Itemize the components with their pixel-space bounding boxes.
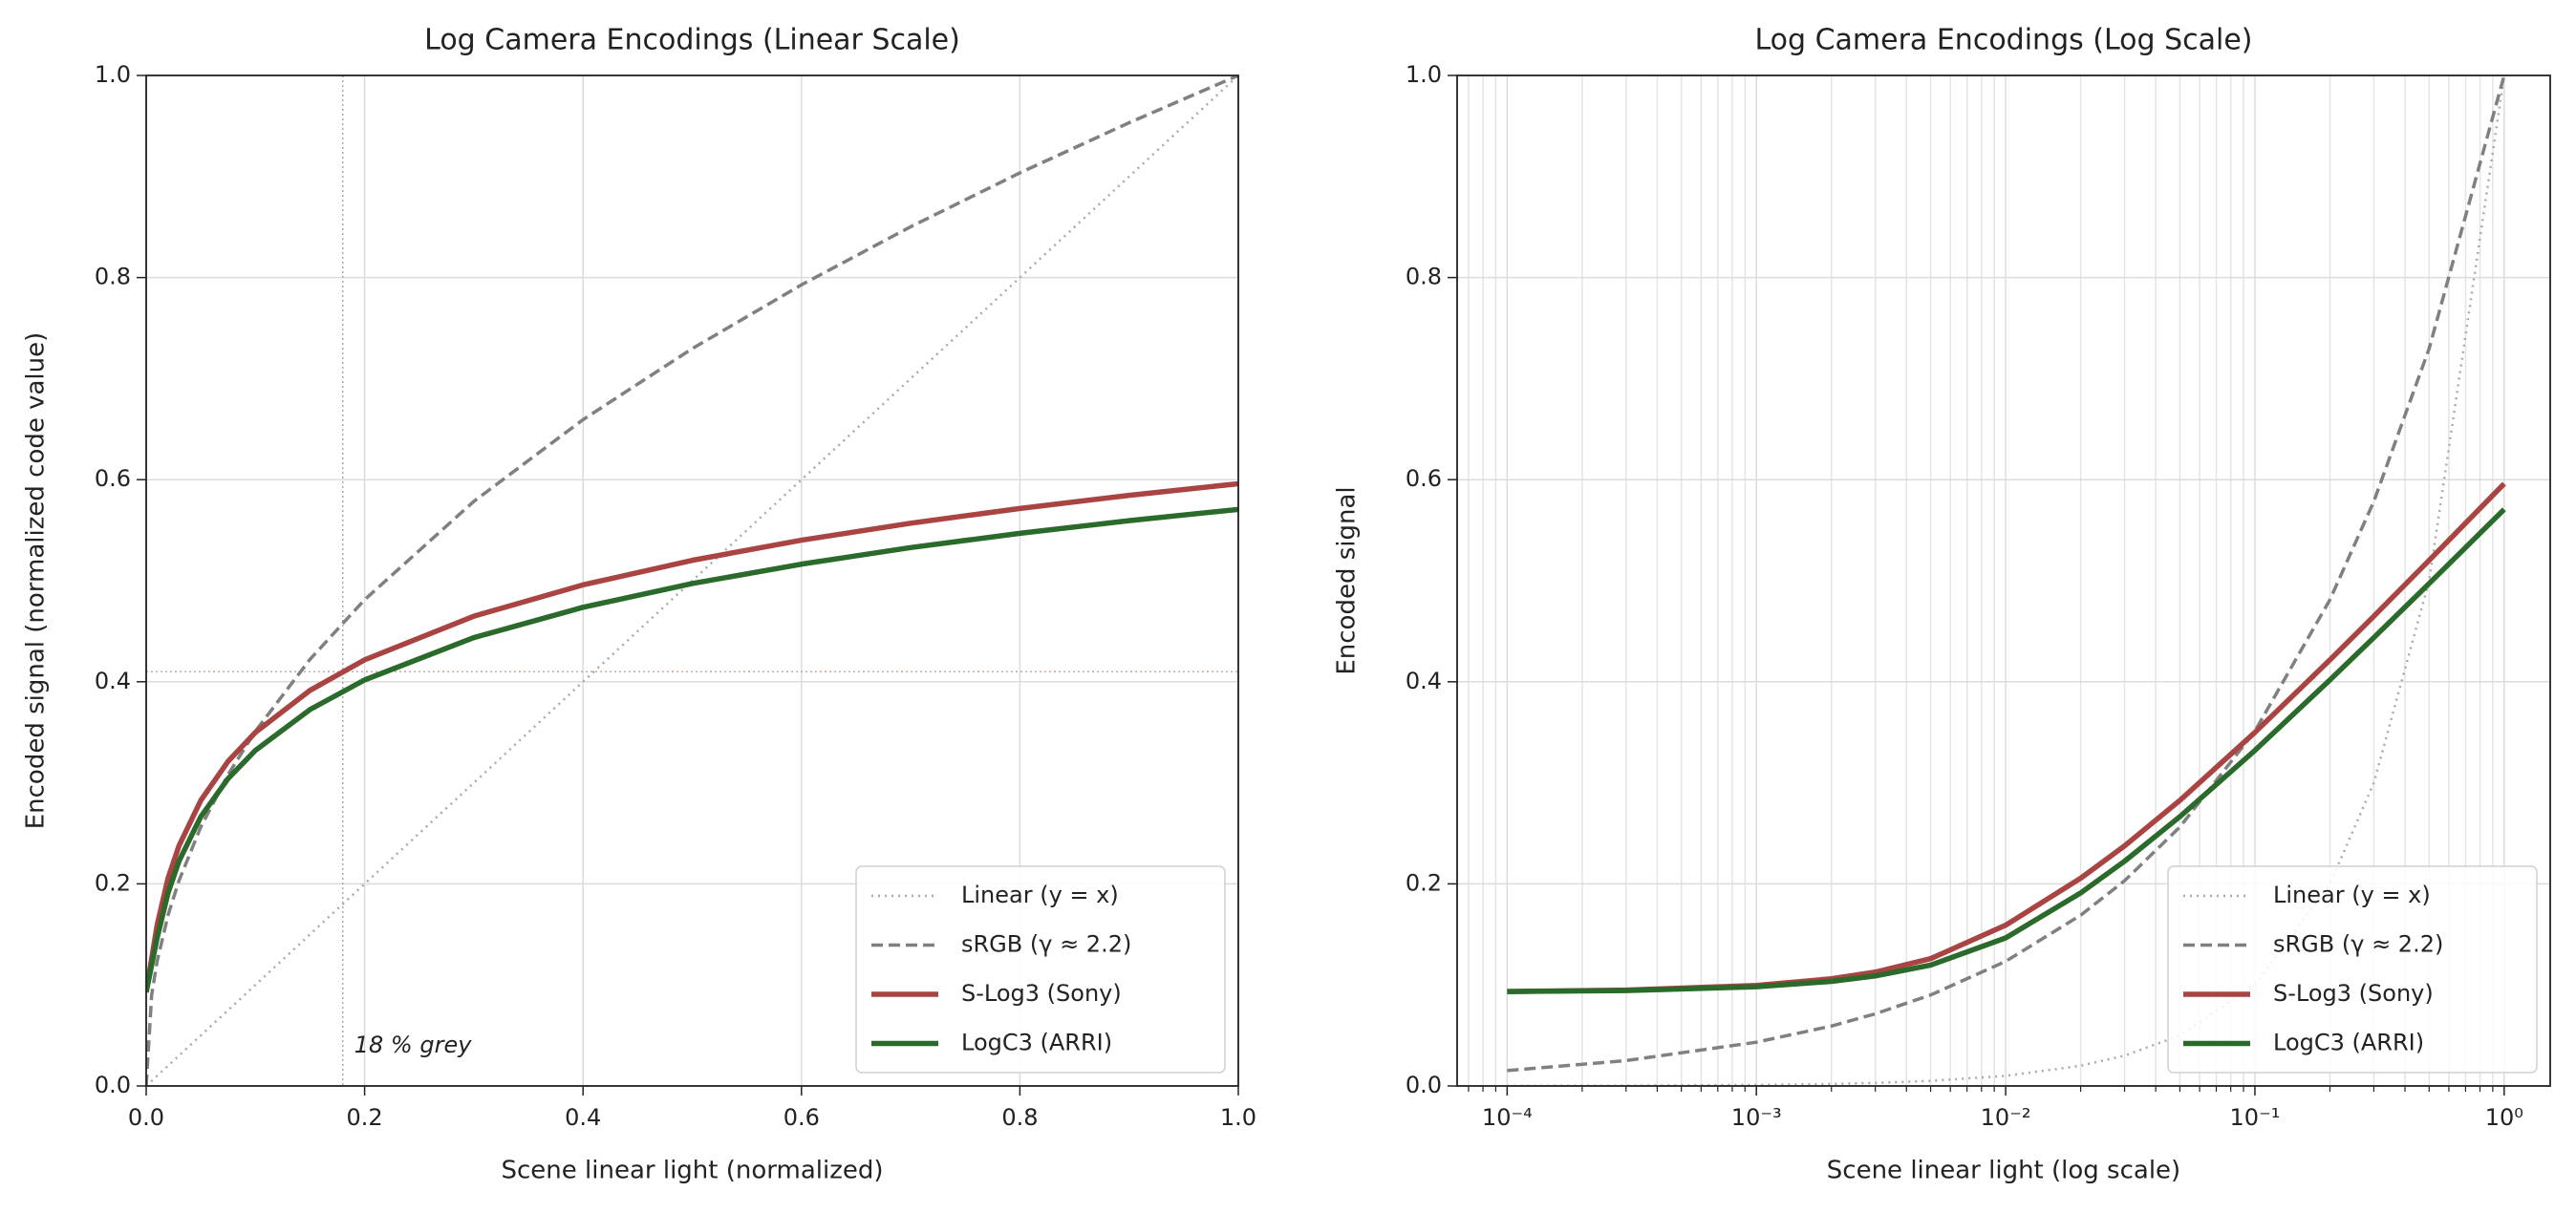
x-axis-label: Scene linear light (normalized) — [502, 1157, 884, 1185]
x-tick-label: 1.0 — [1220, 1104, 1256, 1131]
y-tick-label: 0.2 — [1406, 869, 1442, 896]
line-series — [1507, 507, 2506, 994]
y-tick-label: 0.0 — [1406, 1072, 1442, 1098]
legend-label: S-Log3 (Sony) — [2273, 980, 2434, 1007]
x-tick-label: 0.0 — [128, 1104, 164, 1131]
plot-area — [146, 75, 1238, 1086]
x-tick-label: 10⁰ — [2485, 1104, 2523, 1131]
y-tick-label: 0.2 — [95, 869, 131, 896]
legend-box — [2167, 865, 2538, 1074]
line-series — [146, 75, 1238, 1086]
x-tick-label: 10⁻² — [1981, 1104, 2031, 1131]
legend-label: LogC3 (ARRI) — [2273, 1030, 2424, 1056]
line-series — [146, 506, 1238, 993]
x-tick-label: 0.6 — [784, 1104, 820, 1131]
legend-label: sRGB (γ ≈ 2.2) — [961, 931, 1131, 958]
line-series — [1507, 75, 2506, 1086]
line-series — [146, 75, 1238, 1086]
legend-label: S-Log3 (Sony) — [961, 980, 1122, 1007]
x-tick-label: 0.8 — [1001, 1104, 1038, 1131]
legend: Linear (y = x) sRGB (γ ≈ 2.2) S-Log3 (Sony… — [855, 865, 1226, 1074]
chart-panel: 10⁻⁴ 10⁻³ 10⁻² 10⁻¹ 10⁰ 0.0 0.2 0.4 0.6 0.8 1.0 Log… — [1333, 24, 2551, 1185]
x-axis-label: Scene linear light (log scale) — [1827, 1157, 2180, 1185]
line-series — [1507, 75, 2506, 1073]
legend-label: Linear (y = x) — [961, 882, 1119, 908]
y-tick-label: 0.6 — [95, 465, 131, 492]
y-tick-label: 1.0 — [1406, 61, 1442, 88]
x-tick-label: 0.4 — [565, 1104, 601, 1131]
y-axis-label: Encoded signal (normalized code value) — [22, 332, 51, 830]
legend-label: LogC3 (ARRI) — [961, 1030, 1112, 1056]
x-tick-label: 10⁻¹ — [2230, 1104, 2281, 1131]
x-tick-label: 0.2 — [347, 1104, 383, 1131]
chart-panel: 0.0 0.2 0.4 0.6 0.8 1.0 0.0 0.2 0.4 0.6 0.8 1.0 18 %… — [22, 24, 1257, 1185]
y-tick-label: 0.4 — [1406, 668, 1442, 694]
y-tick-label: 0.4 — [95, 668, 131, 694]
legend-box — [855, 865, 1226, 1074]
x-tick-label: 10⁻³ — [1731, 1104, 1782, 1131]
y-tick-label: 0.8 — [95, 264, 131, 290]
y-tick-label: 0.8 — [1406, 264, 1442, 290]
legend-label: Linear (y = x) — [2273, 882, 2431, 908]
y-tick-label: 0.0 — [95, 1072, 131, 1098]
annotation: 18 % grey — [354, 1032, 472, 1058]
chart-title: Log Camera Encodings (Linear Scale) — [424, 24, 960, 57]
line-series — [146, 480, 1238, 993]
axes-frame — [1456, 74, 2551, 1087]
x-tick-label: 10⁻⁴ — [1482, 1104, 1533, 1131]
axes-frame — [145, 74, 1239, 1087]
chart-title: Log Camera Encodings (Log Scale) — [1754, 24, 2252, 57]
legend: Linear (y = x) sRGB (γ ≈ 2.2) S-Log3 (Sony… — [2167, 865, 2538, 1074]
y-axis-label: Encoded signal — [1333, 486, 1362, 674]
legend-label: sRGB (γ ≈ 2.2) — [2273, 931, 2443, 958]
y-tick-label: 0.6 — [1406, 465, 1442, 492]
y-tick-label: 1.0 — [95, 61, 131, 88]
plot-area — [1507, 75, 2506, 1086]
